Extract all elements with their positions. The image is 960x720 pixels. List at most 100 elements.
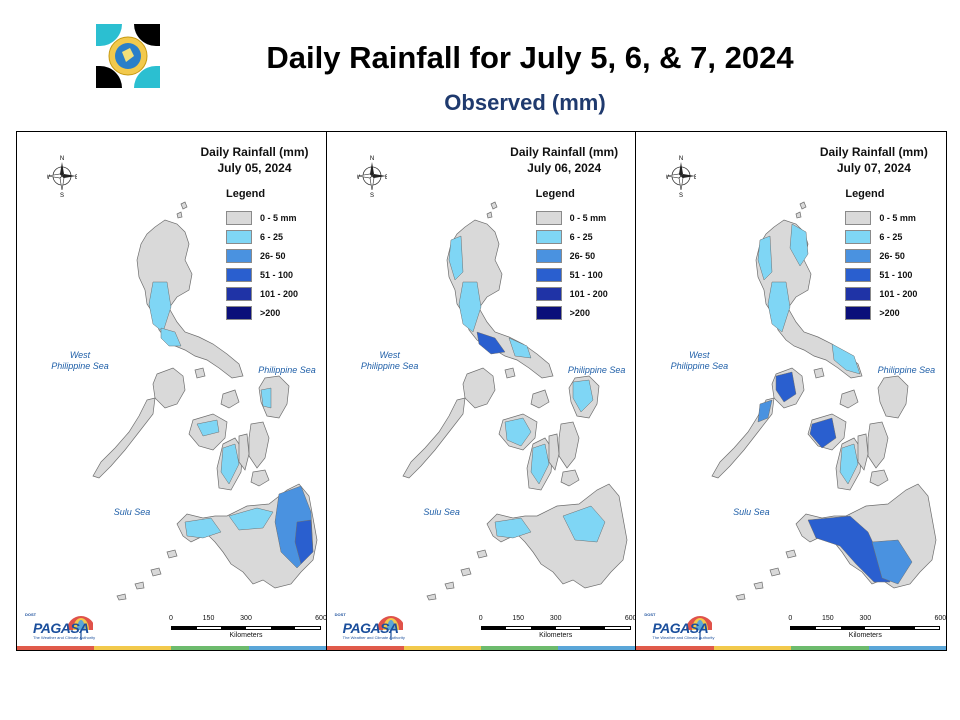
legend-item: 6 - 25: [845, 227, 917, 246]
rainfall-area: [294, 519, 314, 565]
legend-swatch: [535, 286, 562, 301]
island-shape: [116, 593, 127, 601]
legend-item: 51 - 100: [226, 265, 298, 284]
compass-label: W: [47, 175, 50, 181]
legend-swatch: [845, 286, 872, 301]
rainfall-area: [184, 517, 222, 539]
island-shape: [150, 567, 162, 577]
legend-label: 101 - 200: [879, 288, 918, 299]
island-shape: [92, 397, 156, 479]
rainfall-area: [494, 517, 532, 539]
island-shape: [446, 219, 554, 379]
compass-label: E: [385, 175, 387, 181]
pagasa-seal-logo: [96, 24, 160, 88]
scale-tick-label: 150: [202, 615, 215, 622]
rainfall-area: [508, 337, 532, 359]
rainfall-area: [840, 443, 859, 485]
island-shape: [152, 367, 186, 409]
sea-label-philippine-sea: Philippine Sea: [877, 365, 936, 375]
legend-label: 6 - 25: [569, 231, 593, 242]
scale-tick-label: 600: [624, 615, 637, 622]
compass-label: E: [694, 175, 696, 181]
island-shape: [136, 219, 244, 379]
rainfall-area: [196, 419, 220, 437]
legend-label: 51 - 100: [879, 269, 913, 280]
compass-label: N: [679, 156, 683, 162]
north-arrow-icon: N S W E: [354, 154, 389, 203]
legend-swatch: [845, 210, 872, 225]
legend-label: >200: [879, 307, 900, 318]
island-shape: [867, 421, 889, 469]
island-shape: [504, 367, 516, 379]
legend-label: 26- 50: [569, 250, 596, 261]
scale-unit: Kilometers: [539, 632, 573, 639]
island-shape: [755, 219, 863, 379]
sea-label-west-philippine-sea: West Philippine Sea: [51, 350, 109, 371]
rainfall-area: [562, 505, 605, 543]
scale-unit: Kilometers: [848, 632, 882, 639]
rainfall-area: [572, 379, 593, 413]
legend-swatch: [845, 229, 872, 244]
scale-bar: 0 150 300 600 Kilometers: [788, 615, 946, 639]
rainfall-map-panel-jul05: N S W E Daily Rainfall (mm) July 05, 2024 L…: [17, 132, 327, 650]
compass-label: N: [370, 156, 374, 162]
rainfall-area: [832, 343, 861, 375]
pagasa-logo: DOST PAGASA The Weather and Climate Author…: [333, 610, 405, 644]
legend-item: 0 - 5 mm: [226, 208, 298, 227]
north-arrow-icon: N S W E: [44, 154, 79, 203]
island-shape: [799, 201, 807, 210]
rainfall-area: [758, 399, 773, 423]
island-shape: [462, 367, 496, 409]
legend-swatch: [535, 229, 562, 244]
island-shape: [486, 211, 493, 219]
legend-label: 26- 50: [879, 250, 905, 261]
island-shape: [220, 389, 240, 409]
island-shape: [238, 433, 250, 471]
island-shape: [194, 367, 206, 379]
legend-swatch: [226, 305, 252, 320]
island-shape: [560, 469, 580, 487]
legend-item: >200: [535, 303, 608, 322]
rainfall-area: [260, 387, 272, 409]
sea-label-sulu-sea: Sulu Sea: [733, 507, 770, 517]
island-shape: [813, 367, 825, 379]
rainfall-area: [458, 281, 481, 333]
rainfall-area: [160, 327, 182, 347]
rainfall-panels: N S W E Daily Rainfall (mm) July 05, 2024 L…: [16, 131, 947, 651]
island-shape: [426, 593, 437, 601]
color-stripe: [326, 646, 636, 650]
legend-item: 51 - 100: [845, 265, 917, 284]
island-shape: [548, 433, 560, 471]
legend-title: Legend: [226, 188, 266, 200]
legend-label: 101 - 200: [260, 288, 299, 299]
compass-label: W: [666, 175, 669, 181]
sea-label-west-philippine-sea: West Philippine Sea: [360, 350, 419, 371]
island-shape: [795, 211, 802, 219]
legend-swatch: [535, 305, 562, 320]
philippines-map: [92, 201, 318, 601]
scale-tick-label: 0: [478, 615, 483, 622]
pagasa-wordmark: PAGASA: [33, 620, 89, 636]
legend-label: 0 - 5 mm: [879, 212, 916, 223]
sea-label-philippine-sea: Philippine Sea: [258, 365, 316, 375]
island-shape: [753, 581, 764, 590]
sea-label-sulu-sea: Sulu Sea: [113, 507, 151, 517]
compass-label: S: [370, 193, 374, 198]
legend-item: 101 - 200: [845, 284, 917, 303]
scale-tick-label: 600: [934, 615, 947, 622]
legend-swatch: [226, 229, 252, 244]
rainfall-area: [768, 281, 791, 333]
legend-label: 51 - 100: [260, 269, 294, 280]
rainfall-map-panel-jul07: N S W E Daily Rainfall (mm) July 07, 2024 L…: [636, 132, 947, 650]
legend-label: 101 - 200: [569, 288, 608, 299]
dost-label: DOST: [644, 612, 656, 617]
legend-swatch: [226, 248, 252, 263]
island-shape: [180, 201, 188, 210]
legend: 0 - 5 mm 6 - 25 26- 50 51 - 100 101 - 200 >20…: [845, 208, 917, 322]
legend-label: >200: [260, 307, 281, 318]
island-shape: [869, 469, 889, 487]
island-shape: [857, 433, 869, 471]
island-shape: [476, 549, 488, 559]
legend-item: 6 - 25: [226, 227, 298, 246]
legend-title: Legend: [845, 188, 885, 200]
